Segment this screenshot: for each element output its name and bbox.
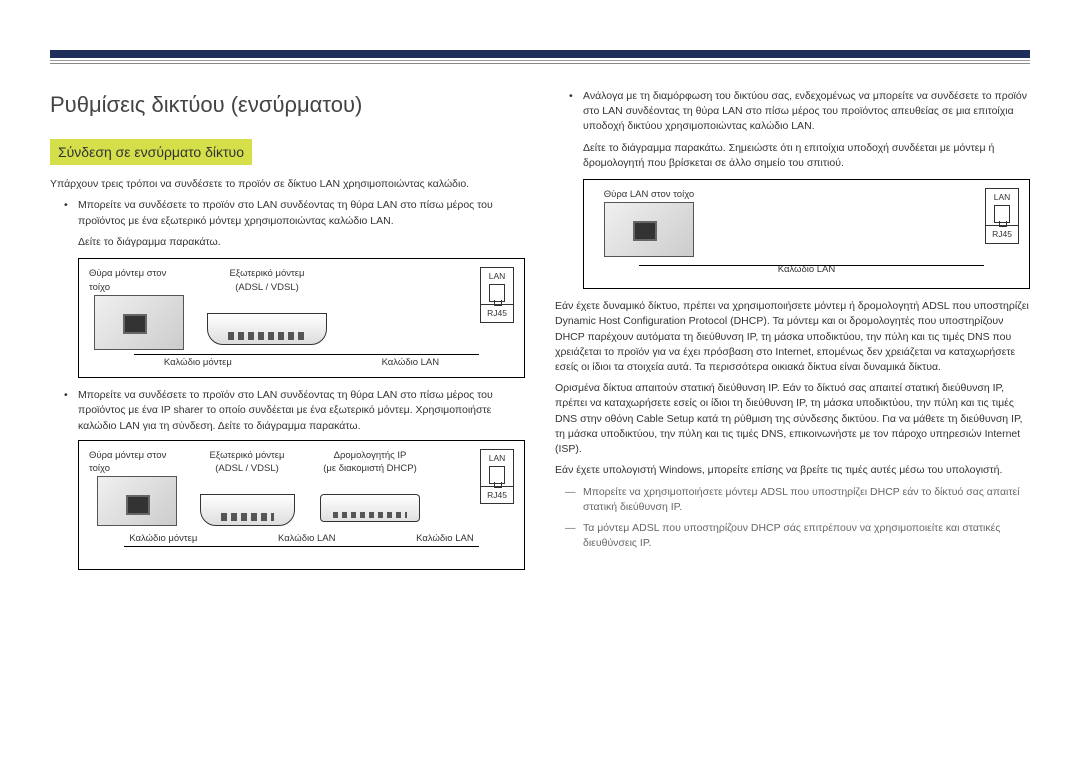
bullet-3: Ανάλογα με τη διαμόρφωση του δικτύου σας… bbox=[569, 89, 1030, 135]
section-heading: Σύνδεση σε ενσύρματο δίκτυο bbox=[50, 139, 252, 165]
rj45-plug-icon bbox=[489, 284, 505, 302]
wall-port-icon bbox=[97, 476, 177, 526]
adsl-vdsl-label: (ADSL / VDSL) bbox=[215, 462, 279, 476]
two-column-layout: Ρυθμίσεις δικτύου (ενσύρματου) Σύνδεση σ… bbox=[50, 89, 1030, 580]
dash-1: Μπορείτε να χρησιμοποιήσετε μόντεμ ADSL … bbox=[565, 485, 1030, 515]
lan-port-box: LAN RJ45 bbox=[480, 267, 514, 323]
right-column: Ανάλογα με τη διαμόρφωση του δικτύου σας… bbox=[555, 89, 1030, 580]
bullet-1: Μπορείτε να συνδέσετε το προϊόν στο LAN … bbox=[64, 198, 525, 228]
rj45-label: RJ45 bbox=[481, 304, 513, 321]
diagram-wall-direct: LAN RJ45 Θύρα LAN στον τοίχο Καλώδιο LAN bbox=[583, 179, 1030, 289]
ext-modem-label: Εξωτερικό μόντεμ bbox=[230, 267, 305, 281]
lan-port-box: LAN RJ45 bbox=[985, 188, 1019, 244]
lan-label: LAN bbox=[986, 191, 1018, 203]
page-header-rule bbox=[50, 50, 1030, 64]
router-icon bbox=[320, 494, 420, 522]
rj45-label: RJ45 bbox=[986, 225, 1018, 242]
cable-line bbox=[124, 546, 479, 547]
diagram-modem-direct: LAN RJ45 Θύρα μόντεμ στον τοίχο Εξωτερικ… bbox=[78, 258, 525, 378]
modem-cable-label: Καλώδιο μόντεμ bbox=[129, 532, 197, 546]
rj45-plug-icon bbox=[489, 466, 505, 484]
para-static: Ορισμένα δίκτυα απαιτούν στατική διεύθυν… bbox=[555, 381, 1030, 457]
lan-label: LAN bbox=[481, 452, 513, 464]
modem-icon bbox=[200, 494, 295, 526]
modem-cable-label: Καλώδιο μόντεμ bbox=[164, 356, 232, 370]
lan-cable-label: Καλώδιο LAN bbox=[382, 356, 440, 370]
adsl-vdsl-label: (ADSL / VDSL) bbox=[235, 281, 299, 295]
lan-cable-label-2: Καλώδιο LAN bbox=[416, 532, 474, 546]
cable-line bbox=[134, 354, 479, 355]
rj45-plug-icon bbox=[994, 205, 1010, 223]
lan-port-box: LAN RJ45 bbox=[480, 449, 514, 505]
lan-label: LAN bbox=[481, 270, 513, 282]
bullet-2: Μπορείτε να συνδέσετε το προϊόν στο LAN … bbox=[64, 388, 525, 434]
wall-modem-label: Θύρα μόντεμ στον τοίχο bbox=[89, 449, 184, 477]
para-windows: Εάν έχετε υπολογιστή Windows, μπορείτε ε… bbox=[555, 463, 1030, 478]
wall-lan-label: Θύρα LAN στον τοίχο bbox=[604, 188, 694, 202]
page-title: Ρυθμίσεις δικτύου (ενσύρματου) bbox=[50, 89, 525, 121]
lan-cable-label-1: Καλώδιο LAN bbox=[278, 532, 336, 546]
modem-icon bbox=[207, 313, 327, 345]
rj45-label: RJ45 bbox=[481, 486, 513, 503]
cable-line bbox=[639, 265, 984, 266]
dhcp-label: (με διακομιστή DHCP) bbox=[323, 462, 417, 476]
wall-modem-label: Θύρα μόντεμ στον τοίχο bbox=[89, 267, 189, 295]
para-dhcp: Εάν έχετε δυναμικό δίκτυο, πρέπει να χρη… bbox=[555, 299, 1030, 375]
header-thin-line bbox=[50, 60, 1030, 61]
ext-modem-label: Εξωτερικό μόντεμ bbox=[210, 449, 285, 463]
left-column: Ρυθμίσεις δικτύου (ενσύρματου) Σύνδεση σ… bbox=[50, 89, 525, 580]
sub-3: Δείτε το διάγραμμα παρακάτω. Σημειώστε ό… bbox=[555, 141, 1030, 171]
ip-router-label: Δρομολογητής IP bbox=[334, 449, 407, 463]
wall-port-icon bbox=[604, 202, 694, 257]
dash-2: Τα μόντεμ ADSL που υποστηρίζουν DHCP σάς… bbox=[565, 521, 1030, 551]
intro-text: Υπάρχουν τρεις τρόποι να συνδέσετε το πρ… bbox=[50, 177, 525, 192]
sub-1: Δείτε το διάγραμμα παρακάτω. bbox=[50, 235, 525, 250]
wall-port-icon bbox=[94, 295, 184, 350]
diagram-modem-router: LAN RJ45 Θύρα μόντεμ στον τοίχο Εξωτερικ… bbox=[78, 440, 525, 570]
